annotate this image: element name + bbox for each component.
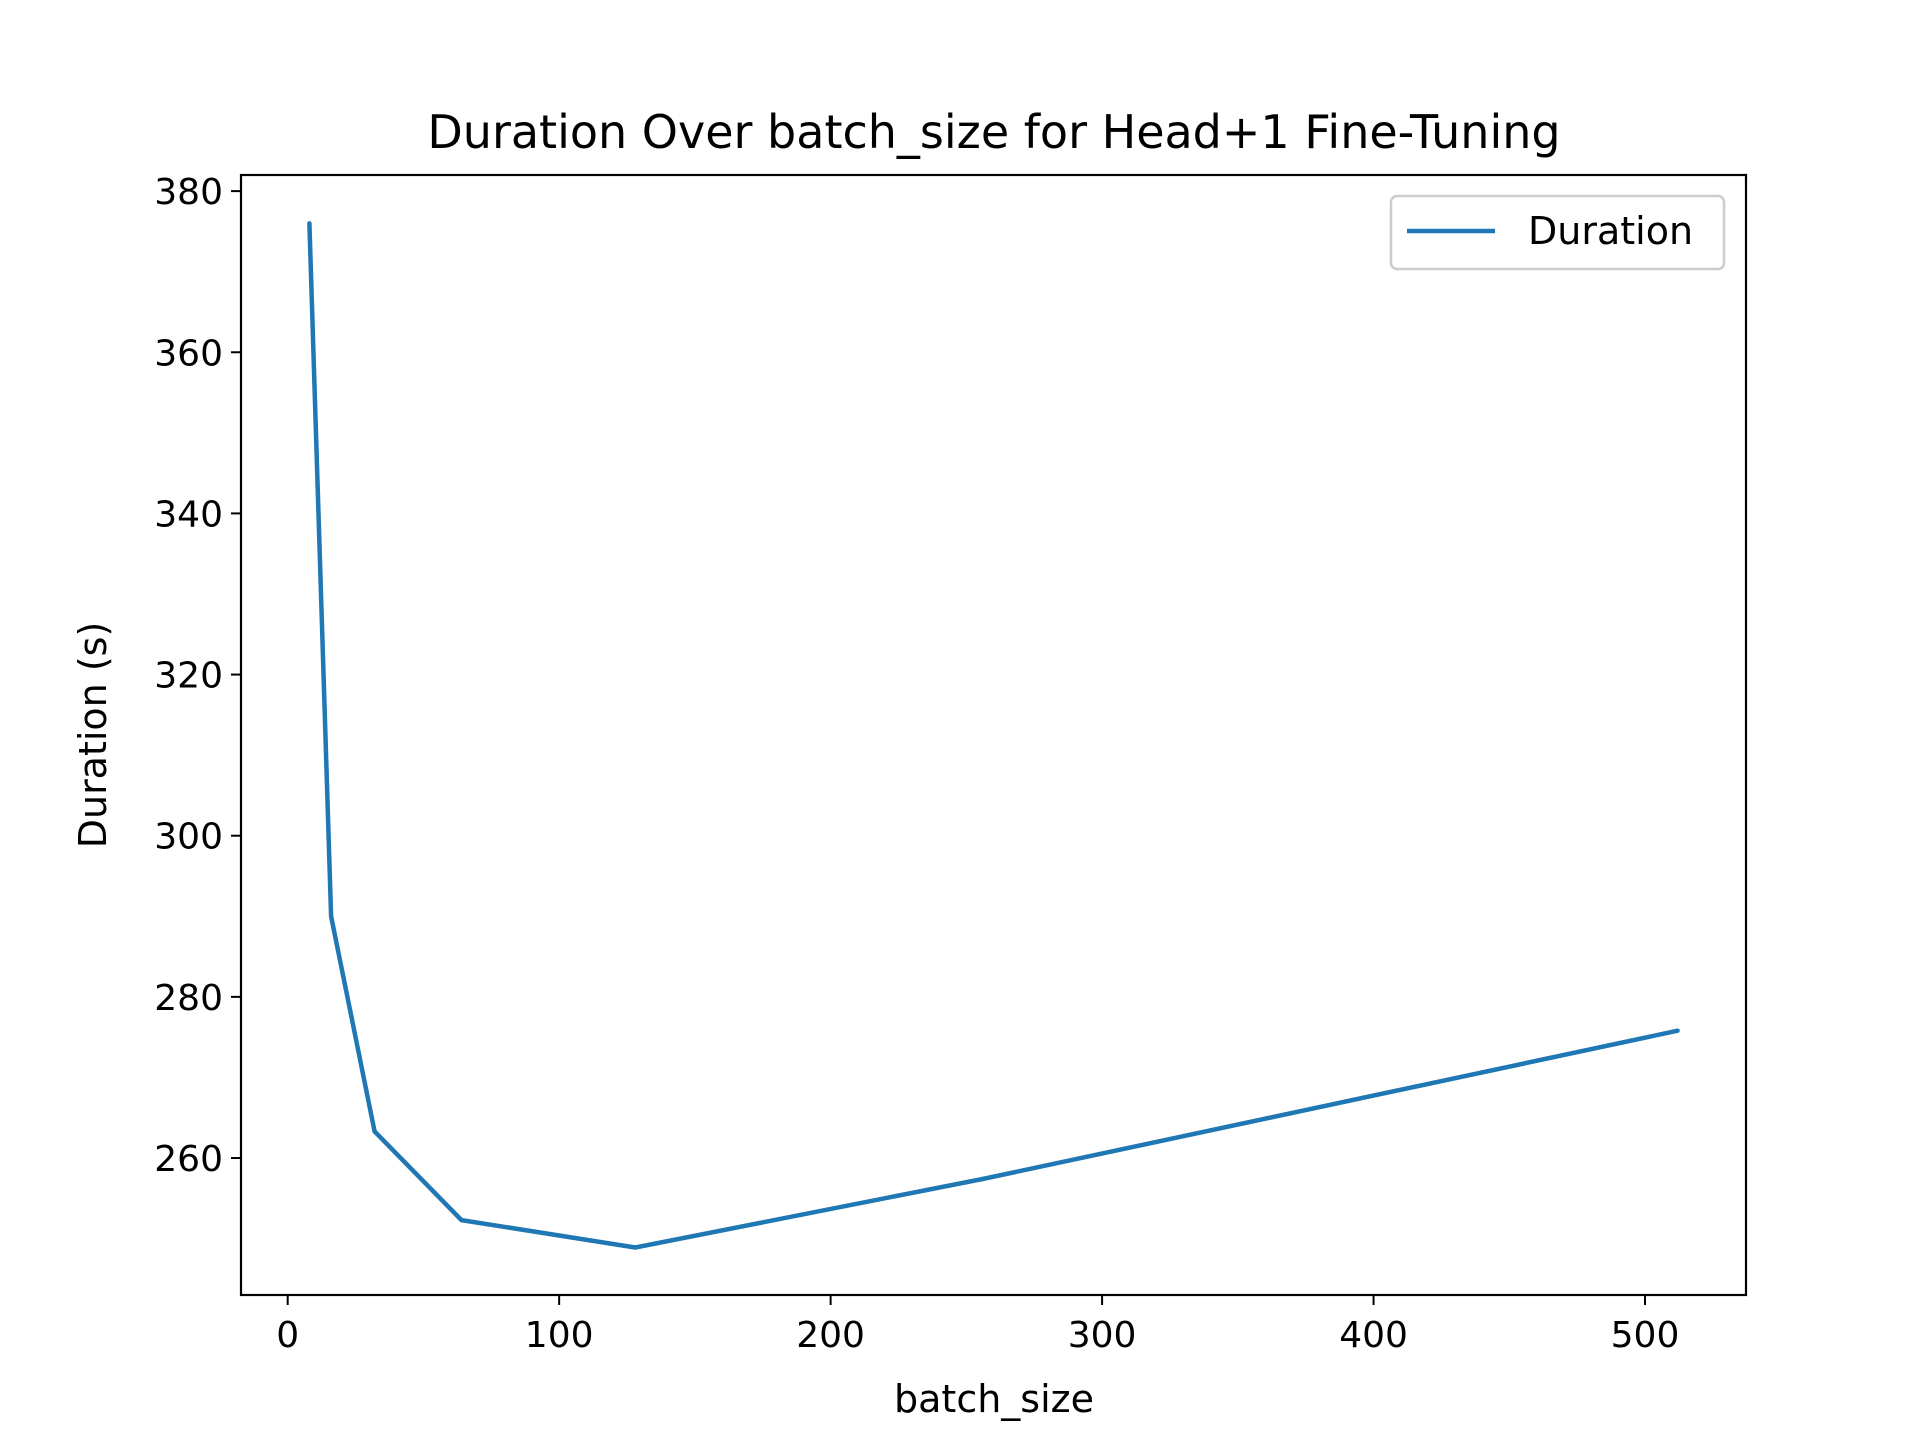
data-point (328, 914, 334, 919)
y-tick-label: 340 (154, 494, 223, 535)
y-tick-label: 260 (154, 1139, 223, 1180)
chart-title: Duration Over batch_size for Head+1 Fine… (427, 105, 1560, 159)
x-tick-label: 300 (1068, 1315, 1137, 1356)
x-axis-label: batch_size (894, 1377, 1094, 1421)
data-point (459, 1217, 464, 1223)
y-tick-label: 380 (154, 172, 223, 213)
y-axis-label: Duration (s) (71, 622, 115, 849)
legend-box (1389, 194, 1726, 271)
legend: Duration (1389, 194, 1726, 271)
data-point (372, 1129, 377, 1134)
y-tick-label: 280 (154, 978, 223, 1019)
axis-ticks: 0 100 200 300 400 500 260 280 300 320 340 360 380 (154, 172, 1679, 1356)
data-point (307, 221, 312, 226)
x-tick-label: 500 (1611, 1315, 1680, 1356)
x-tick-label: 400 (1339, 1315, 1408, 1356)
y-tick-label: 320 (154, 656, 223, 697)
x-tick-label: 200 (796, 1315, 865, 1356)
data-point (980, 1176, 985, 1182)
y-tick-label: 300 (154, 817, 223, 858)
data-point (633, 1245, 638, 1250)
legend-label-duration: Duration (1528, 209, 1693, 253)
series-lines (307, 221, 1680, 1250)
x-tick-label: 100 (525, 1315, 594, 1356)
y-tick-label: 360 (154, 333, 223, 374)
plot-frame (239, 173, 1748, 1297)
data-point (1675, 1028, 1680, 1033)
x-tick-label: 0 (276, 1315, 299, 1356)
